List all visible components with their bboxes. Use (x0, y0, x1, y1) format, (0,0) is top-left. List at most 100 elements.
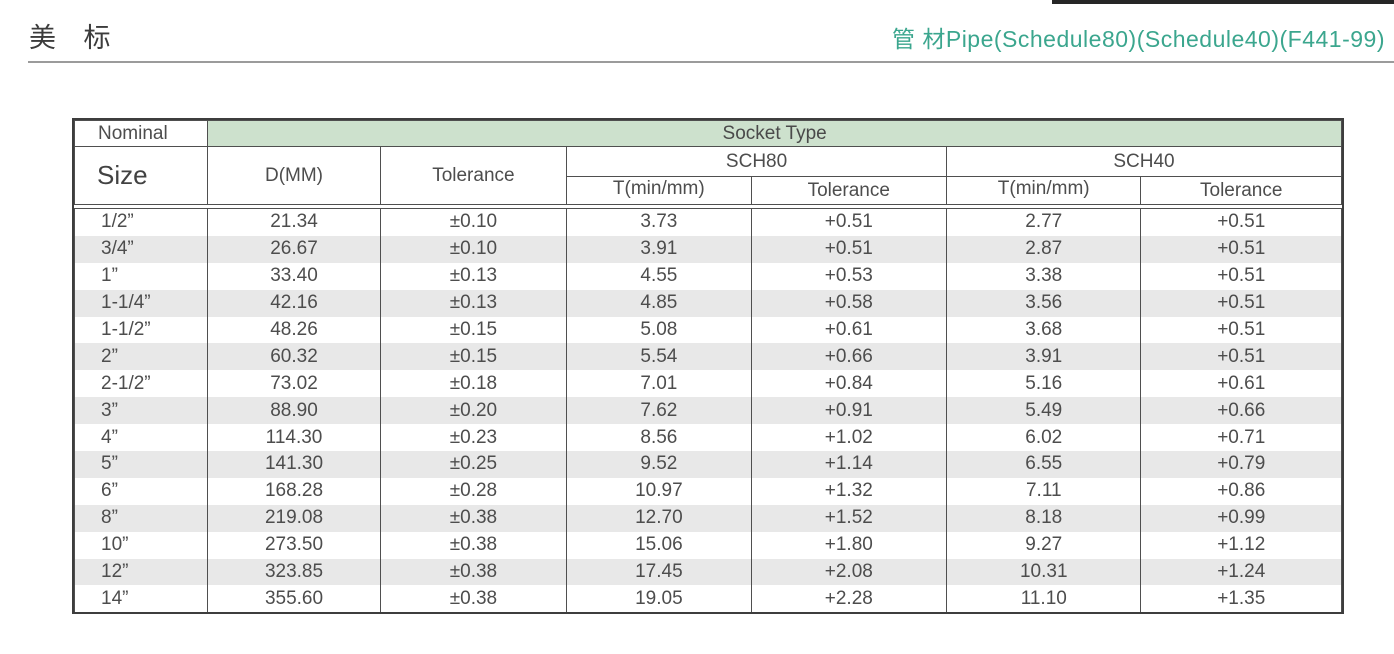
cell-size: 12” (73, 558, 209, 586)
cell-s40_t: 3.68 (946, 316, 1142, 344)
cell-d: 26.67 (207, 235, 381, 263)
cell-tol: ±0.25 (379, 451, 568, 478)
cell-size: 14” (73, 585, 209, 613)
cell-s80_tol: +0.84 (750, 370, 948, 398)
cell-s80_t: 7.62 (566, 397, 752, 425)
cell-s40_tol: +0.51 (1140, 235, 1342, 263)
cell-s40_t: 6.02 (946, 424, 1142, 452)
cell-s80_tol: +1.52 (750, 504, 948, 532)
cell-s40_tol: +0.66 (1140, 397, 1342, 425)
cell-d: 114.30 (207, 424, 381, 452)
cell-s40_tol: +0.51 (1140, 316, 1342, 344)
cell-s80_t: 8.56 (566, 424, 752, 452)
cell-s80_tol: +1.14 (750, 451, 948, 478)
table-row: 1” 33.40 ±0.13 4.55 +0.53 3.38 +0.51 (73, 262, 1342, 290)
table-body: 1/2” 21.34 ±0.10 3.73 +0.51 2.77 +0.51 3/4” 26.6… (73, 208, 1342, 613)
cell-s80_tol: +1.32 (750, 477, 948, 505)
cell-s80_tol: +0.61 (750, 316, 948, 344)
spec-table-body-table: 1/2” 21.34 ±0.10 3.73 +0.51 2.77 +0.51 3/4” 26.6… (73, 208, 1342, 613)
cell-size: 1/2” (73, 208, 209, 236)
table-row: 8” 219.08 ±0.38 12.70 +1.52 8.18 +0.99 (73, 504, 1342, 532)
cell-s80_t: 19.05 (566, 585, 752, 613)
header-row-1: Nominal Socket Type (73, 120, 1342, 147)
cell-d: 168.28 (207, 477, 381, 505)
cell-s40_t: 9.27 (946, 531, 1142, 559)
table-row: 4” 114.30 ±0.23 8.56 +1.02 6.02 +0.71 (73, 424, 1342, 452)
cell-s80_tol: +0.51 (750, 208, 948, 236)
cell-s80_t: 4.55 (566, 262, 752, 290)
cell-d: 42.16 (207, 289, 381, 317)
cell-tol: ±0.38 (379, 504, 568, 532)
cell-s80_t: 4.85 (566, 289, 752, 317)
header-row-2: Size D(MM) Tolerance SCH80 SCH40 (73, 146, 1343, 205)
top-edge-rule (1052, 0, 1394, 4)
cell-s80_tol: +1.80 (750, 531, 948, 559)
cell-size: 5” (73, 451, 209, 478)
cell-s80_t: 7.01 (566, 370, 752, 398)
cell-s40_tol: +0.51 (1140, 289, 1342, 317)
cell-tol: ±0.28 (379, 477, 568, 505)
cell-s40_tol: +1.24 (1140, 558, 1342, 586)
table-row: 3/4” 26.67 ±0.10 3.91 +0.51 2.87 +0.51 (73, 235, 1342, 263)
cell-s80_t: 9.52 (566, 451, 752, 478)
cell-d: 355.60 (207, 585, 381, 613)
page-title-product: 管 材Pipe(Schedule80)(Schedule40)(F441-99) (891, 26, 1385, 52)
spec-table: Nominal Socket Type Size D(MM) Tolerance… (72, 118, 1344, 615)
cell-s40_t: 5.16 (946, 370, 1142, 398)
cell-tol: ±0.38 (379, 585, 568, 613)
cell-s80_tol: +2.08 (750, 558, 948, 586)
cell-size: 1” (73, 262, 209, 290)
cell-s80_t: 15.06 (566, 531, 752, 559)
cell-s40_tol: +1.35 (1140, 585, 1342, 613)
table-row: 3” 88.90 ±0.20 7.62 +0.91 5.49 +0.66 (73, 397, 1342, 425)
cell-s80_t: 3.73 (566, 208, 752, 236)
cell-s80_t: 3.91 (566, 235, 752, 263)
cell-s80_tol: +0.53 (750, 262, 948, 290)
cell-s40_t: 3.56 (946, 289, 1142, 317)
table-row: 2” 60.32 ±0.15 5.54 +0.66 3.91 +0.51 (73, 343, 1342, 371)
cell-s40_t: 5.49 (946, 397, 1142, 425)
cell-d: 73.02 (207, 370, 381, 398)
cell-s40_t: 10.31 (946, 558, 1142, 586)
cell-size: 6” (73, 477, 209, 505)
cell-s80_tol: +2.28 (750, 585, 948, 613)
cell-tol: ±0.23 (379, 424, 568, 452)
cell-size: 3” (73, 397, 209, 425)
cell-s80_t: 12.70 (566, 504, 752, 532)
table-row: 12” 323.85 ±0.38 17.45 +2.08 10.31 +1.24 (73, 558, 1342, 586)
cell-tol: ±0.13 (379, 289, 568, 317)
cell-size: 10” (73, 531, 209, 559)
cell-s40_tol: +1.12 (1140, 531, 1342, 559)
cell-s80_t: 5.54 (566, 343, 752, 371)
cell-tol: ±0.38 (379, 558, 568, 586)
header-sch40-tolerance: Tolerance (1140, 176, 1342, 205)
cell-s40_t: 8.18 (946, 504, 1142, 532)
cell-size: 2-1/2” (73, 370, 209, 398)
spec-table-header: Nominal Socket Type Size D(MM) Tolerance… (73, 120, 1343, 205)
cell-s40_t: 2.87 (946, 235, 1142, 263)
cell-s40_tol: +0.86 (1140, 477, 1342, 505)
cell-s40_t: 7.11 (946, 477, 1142, 505)
cell-size: 8” (73, 504, 209, 532)
header-socket-type: Socket Type (207, 120, 1342, 147)
page-title-cn: 美 标 (29, 23, 113, 53)
cell-s40_tol: +0.61 (1140, 370, 1342, 398)
cell-d: 323.85 (207, 558, 381, 586)
cell-s80_t: 5.08 (566, 316, 752, 344)
cell-s80_tol: +0.58 (750, 289, 948, 317)
header-body-separator (74, 205, 1342, 208)
header-nominal: Nominal (73, 120, 209, 147)
cell-size: 1-1/2” (73, 316, 209, 344)
table-row: 2-1/2” 73.02 ±0.18 7.01 +0.84 5.16 +0.61 (73, 370, 1342, 398)
cell-tol: ±0.10 (379, 235, 568, 263)
cell-size: 3/4” (73, 235, 209, 263)
header-row-3: T(min/mm) Tolerance T(min/mm) Tolerance (75, 176, 1342, 205)
cell-s80_t: 10.97 (566, 477, 752, 505)
cell-s40_tol: +0.51 (1140, 208, 1342, 236)
cell-s80_t: 17.45 (566, 558, 752, 586)
cell-s80_tol: +0.51 (750, 235, 948, 263)
table-row: 5” 141.30 ±0.25 9.52 +1.14 6.55 +0.79 (73, 451, 1342, 478)
table-row: 14” 355.60 ±0.38 19.05 +2.28 11.10 +1.35 (73, 585, 1342, 613)
header-sch80-t-min: T(min/mm) (566, 176, 752, 205)
